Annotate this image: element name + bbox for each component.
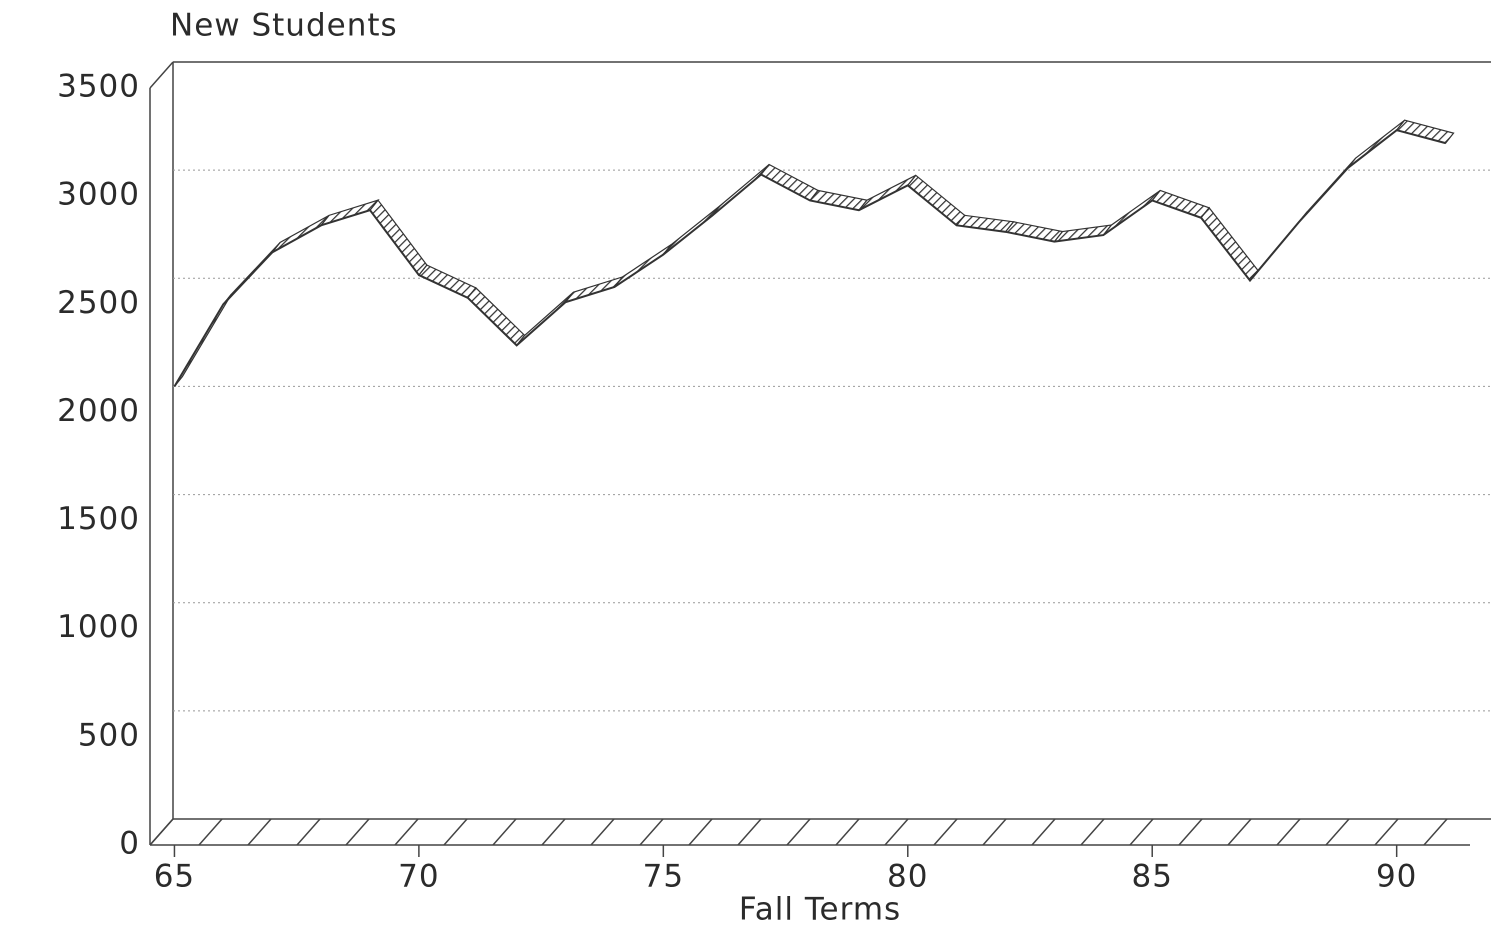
ribbon-face xyxy=(319,199,380,227)
floor-hatch xyxy=(933,818,958,846)
floor-hatch xyxy=(1227,818,1252,846)
floor-hatch xyxy=(1374,818,1399,846)
line-series xyxy=(173,129,1446,387)
chart-title: New Students xyxy=(170,8,398,44)
x-tick-label: 80 xyxy=(887,859,928,895)
x-tick-label: 85 xyxy=(1131,859,1172,895)
x-axis-label: Fall Terms xyxy=(739,892,901,928)
ribbon-face xyxy=(563,275,625,304)
y-tick-label: 1000 xyxy=(57,609,140,645)
floor-hatch xyxy=(443,818,468,846)
floor-hatch xyxy=(198,818,223,846)
x-tick-label: 65 xyxy=(154,859,195,895)
y-tick-label: 1500 xyxy=(57,501,140,537)
floor-hatch xyxy=(345,818,370,846)
x-tick-label: 70 xyxy=(398,859,439,895)
floor-hatch xyxy=(394,818,419,846)
floor-hatch xyxy=(786,818,811,846)
floor-hatch xyxy=(1423,818,1448,846)
ribbon-face xyxy=(1053,224,1113,243)
ribbon-face xyxy=(466,286,526,347)
ribbon-face xyxy=(1200,206,1259,282)
floor-hatch xyxy=(639,818,664,846)
floor-hatch xyxy=(590,818,615,846)
ribbon-face xyxy=(906,174,966,227)
y-tick-label: 3000 xyxy=(57,177,140,213)
x-tick-label: 75 xyxy=(643,859,684,895)
floor-hatch xyxy=(737,818,762,846)
floor-hatch xyxy=(688,818,713,846)
ribbon-face xyxy=(417,264,477,299)
floor-hatch xyxy=(492,818,517,846)
x-tick-label: 90 xyxy=(1376,859,1417,895)
frame xyxy=(149,61,1491,846)
y-tick-label: 2500 xyxy=(57,285,140,321)
floor-hatch xyxy=(296,818,321,846)
floor-hatch xyxy=(1325,818,1350,846)
floor-hatch xyxy=(835,818,860,846)
floor-hatch xyxy=(1178,818,1203,846)
floor-hatch xyxy=(541,818,566,846)
y-tick-label: 3500 xyxy=(57,69,140,105)
floor-hatch xyxy=(1080,818,1105,846)
floor-hatch xyxy=(247,818,272,846)
y-tick-label: 2000 xyxy=(57,393,140,429)
ribbon-face xyxy=(1004,221,1064,243)
floor-hatch xyxy=(1276,818,1301,846)
floor-hatch xyxy=(884,818,909,846)
y-tick-label: 500 xyxy=(78,717,140,753)
y-tick-label: 0 xyxy=(119,826,140,862)
floor-hatch xyxy=(982,818,1007,846)
floor-hatch xyxy=(1129,818,1154,846)
floor-hatch xyxy=(1031,818,1056,846)
ribbon-face xyxy=(369,199,428,277)
ribbon-face xyxy=(808,189,868,211)
floor-hatch xyxy=(149,818,174,846)
